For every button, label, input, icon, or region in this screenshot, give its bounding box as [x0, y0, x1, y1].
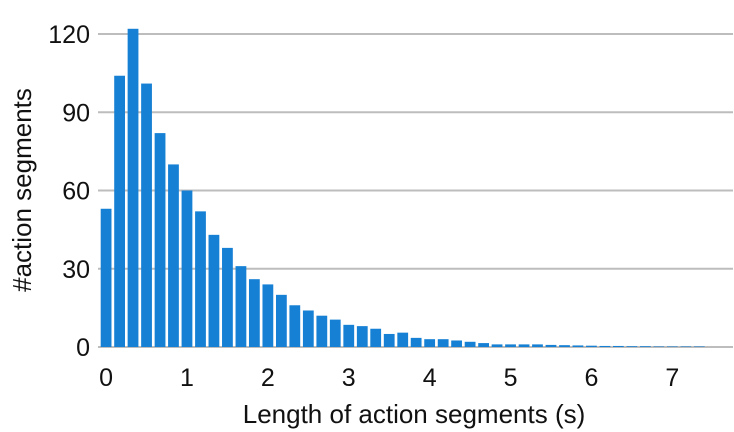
bars	[100, 28, 705, 348]
x-tick-label: 2	[261, 364, 275, 392]
bar	[410, 337, 422, 347]
y-tick-labels: 0 30 60 90 120	[48, 21, 90, 362]
x-tick-label: 6	[584, 364, 598, 392]
bar	[666, 346, 678, 347]
bar	[680, 346, 692, 347]
bar	[235, 266, 247, 347]
bar	[316, 315, 328, 347]
y-axis-title: #action segments	[7, 88, 37, 292]
gridlines	[98, 33, 733, 348]
x-tick-label: 3	[342, 364, 356, 392]
bar	[222, 247, 233, 347]
x-tick-label: 0	[99, 364, 113, 392]
bar	[302, 310, 314, 347]
bar	[114, 75, 125, 347]
bar	[370, 328, 382, 347]
bar	[329, 319, 341, 347]
bar	[127, 28, 139, 348]
bar	[181, 190, 193, 347]
bar	[532, 344, 543, 347]
bar	[626, 346, 638, 347]
bar	[451, 340, 462, 347]
bar	[343, 324, 355, 347]
bar	[289, 305, 301, 347]
x-tick-label: 4	[423, 364, 437, 392]
bar	[464, 341, 476, 347]
bar	[572, 345, 584, 347]
bar	[356, 326, 368, 347]
bar	[208, 234, 220, 347]
bar	[478, 343, 490, 347]
bar	[505, 344, 516, 347]
bar	[262, 284, 274, 347]
bar	[397, 332, 409, 347]
x-tick-label: 5	[504, 364, 518, 392]
bar	[612, 345, 624, 347]
bar	[275, 294, 287, 347]
bar	[599, 345, 611, 347]
bar	[491, 344, 503, 347]
bar	[693, 346, 705, 347]
bar	[518, 344, 530, 347]
bar	[195, 211, 206, 347]
x-tick-label: 7	[665, 364, 679, 392]
bar	[437, 339, 449, 347]
y-tick-label: 120	[48, 21, 90, 49]
bar	[424, 339, 436, 347]
bar	[154, 133, 166, 347]
bar	[248, 279, 260, 347]
x-tick-label: 1	[180, 364, 194, 392]
bar	[100, 208, 112, 347]
bar	[383, 333, 395, 347]
bar	[168, 164, 179, 347]
y-tick-label: 30	[62, 256, 90, 284]
bar	[559, 345, 570, 347]
y-tick-label: 60	[62, 178, 90, 206]
bar	[653, 346, 665, 347]
y-tick-label: 0	[76, 334, 90, 362]
x-axis-title: Length of action segments (s)	[243, 399, 586, 429]
bar	[545, 344, 557, 347]
bar	[586, 345, 597, 347]
bar	[640, 346, 651, 347]
x-tick-labels: 0 1 2 3 4 5 6 7	[99, 364, 679, 392]
y-tick-label: 90	[62, 99, 90, 127]
bar	[141, 83, 152, 347]
